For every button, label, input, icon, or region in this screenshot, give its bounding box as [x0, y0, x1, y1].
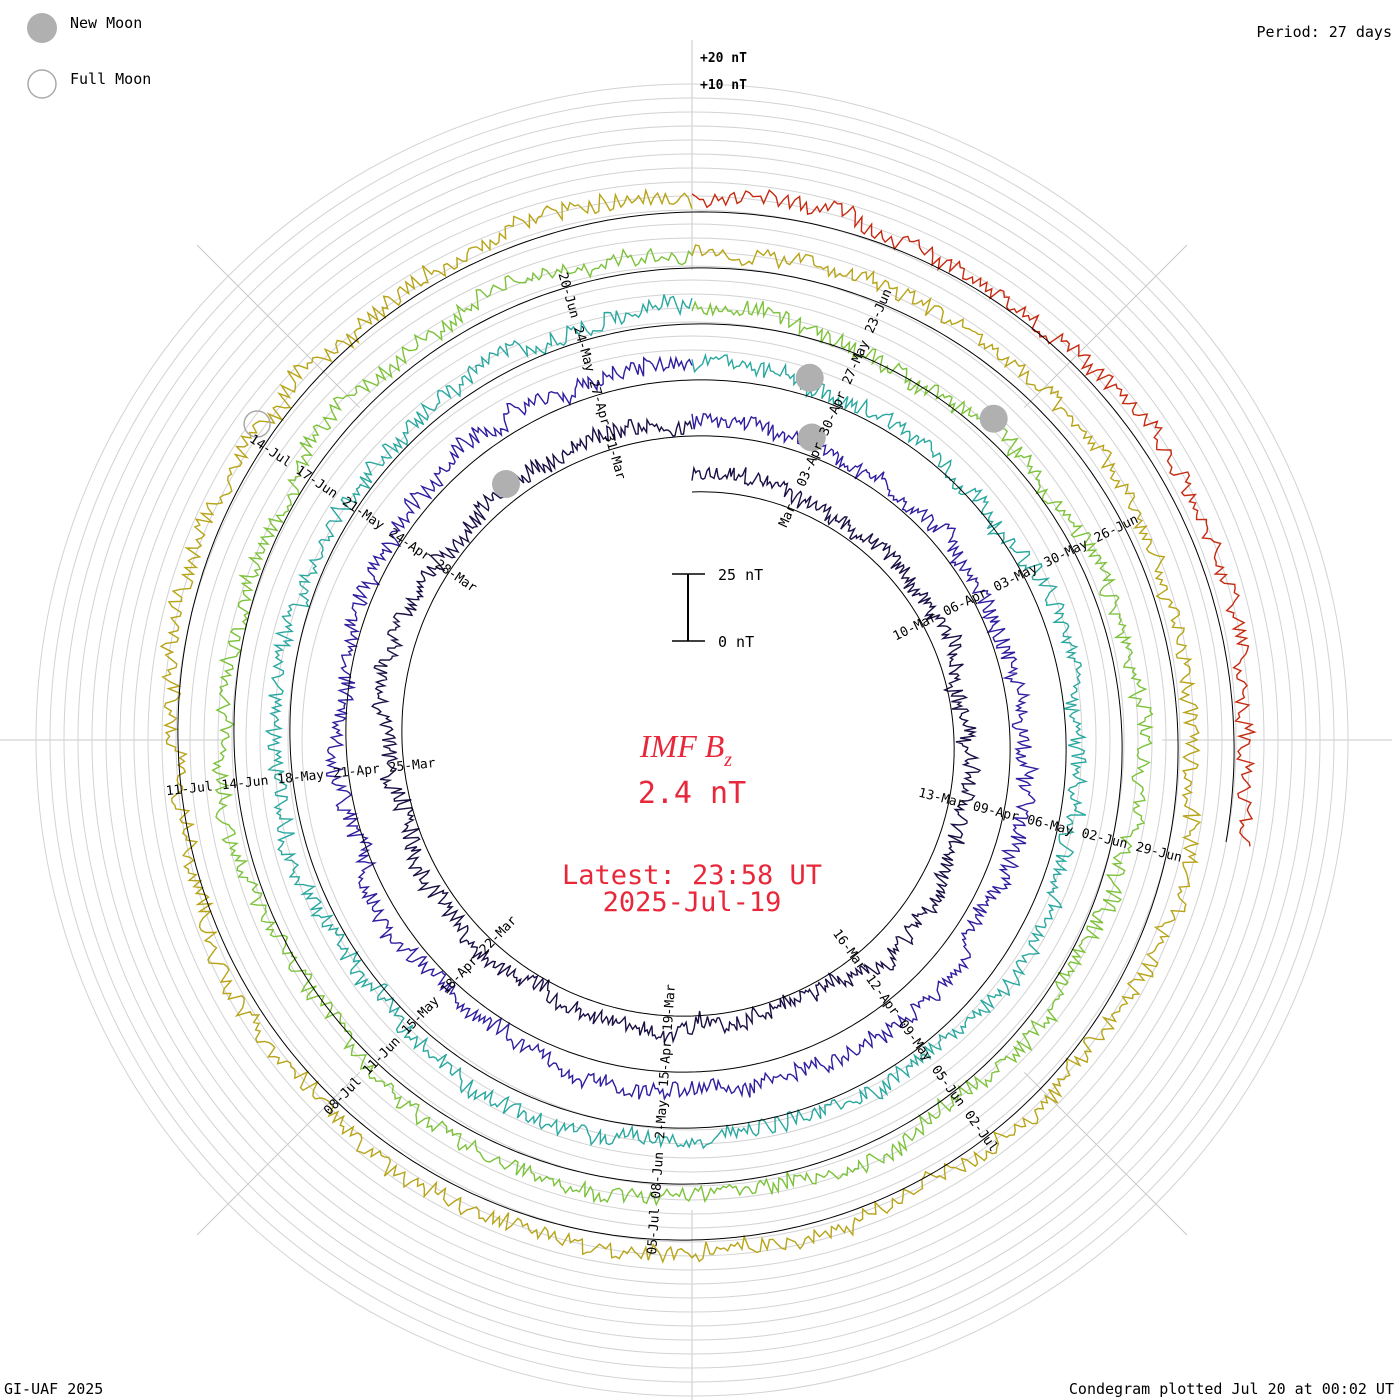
date-label: 11-Jul — [165, 779, 213, 799]
grid-spoke — [196, 244, 361, 409]
date-label: 09-Apr — [971, 799, 1020, 825]
credit-left: GI-UAF 2025 — [4, 1380, 103, 1398]
date-label: 29-Jun — [1134, 840, 1183, 866]
scale-top-label: 25 nT — [718, 566, 763, 584]
grid-ring — [91, 139, 1293, 1341]
trace-rotation-3 — [264, 294, 1089, 1150]
date-label: 26-Jun — [1092, 512, 1141, 546]
grid-ring — [301, 349, 1083, 1131]
grid-spoke — [196, 1071, 361, 1236]
date-label: 16-Mar — [829, 927, 869, 974]
ring-label-10: +10 nT — [700, 78, 747, 93]
new-moon-marker — [797, 423, 826, 452]
date-label: 23-Jun — [863, 287, 896, 336]
grid-ring — [161, 209, 1223, 1271]
date-label: 05-Jun — [928, 1063, 968, 1110]
date-label: 03-Apr — [794, 440, 827, 489]
latest-date: 2025-Jul-19 — [603, 887, 782, 918]
chart-title-main: IMF B — [639, 728, 724, 764]
latest-time: Latest: 23:58 UT — [562, 860, 822, 891]
zero-baseline-spiral — [177, 211, 1235, 1241]
date-label: 19-Mar — [661, 984, 679, 1032]
grid-ring — [147, 195, 1237, 1285]
grid-ring — [175, 223, 1209, 1257]
scale-bottom-label: 0 nT — [718, 633, 754, 651]
date-label: 2-May — [653, 1099, 671, 1139]
new-moon-marker — [979, 404, 1008, 433]
trace-rotation-5 — [159, 187, 1202, 1264]
date-label: 14-Jun — [221, 774, 269, 794]
full-moon-marker — [243, 410, 271, 438]
grid-ring — [231, 279, 1153, 1201]
ring-label-20: +20 nT — [700, 51, 747, 66]
date-label: 28-Mar — [432, 557, 479, 596]
grid-ring — [35, 83, 1349, 1397]
date-label: 24-May — [570, 325, 597, 374]
full-moon-legend-label: Full Moon — [70, 70, 151, 88]
date-label: 15-Apr — [657, 1039, 675, 1087]
date-label: 27-May — [840, 338, 873, 387]
date-label: 02-Jul — [961, 1108, 1001, 1155]
current-value: 2.4 nT — [638, 776, 746, 811]
full-moon-legend-icon — [27, 69, 57, 99]
new-moon-legend-icon — [27, 13, 57, 43]
grid-ring — [49, 97, 1335, 1383]
date-label: 24-Apr — [386, 526, 433, 565]
credit-right: Condegram plotted Jul 20 at 00:02 UT — [1069, 1380, 1394, 1398]
date-label: 02-Jun — [1080, 826, 1129, 852]
date-label: 25-Mar — [388, 756, 436, 776]
date-label: 18-May — [277, 768, 325, 788]
date-label: Mar — [776, 502, 799, 530]
date-label: 20-Jun — [554, 271, 581, 320]
date-label: 10-Mar — [891, 610, 940, 644]
grid-ring — [245, 293, 1139, 1187]
date-label: 22-Mar — [477, 913, 521, 957]
trace-rotation-4 — [211, 247, 1155, 1207]
date-label: 05-Jul — [645, 1207, 663, 1255]
radial-grid — [0, 40, 1392, 1400]
scale-bar — [672, 573, 705, 642]
date-label: 21-Apr — [332, 762, 380, 782]
date-label: 21-May — [339, 494, 386, 533]
grid-ring — [203, 251, 1181, 1229]
date-label: 03-May — [991, 561, 1040, 595]
grid-ring — [217, 265, 1167, 1215]
zero-baselines — [177, 211, 1235, 1241]
trace-rotation-2 — [324, 355, 1040, 1101]
chart-title-subscript: z — [723, 749, 732, 771]
grid-ring — [77, 125, 1307, 1355]
date-label: 08-Jun — [649, 1151, 667, 1199]
moon-markers — [243, 363, 1008, 498]
grid-ring — [105, 153, 1279, 1327]
new-moon-legend-label: New Moon — [70, 14, 142, 32]
date-label: 13-Mar — [917, 786, 966, 812]
period-label: Period: 27 days — [1257, 23, 1392, 41]
date-label: 12-Apr — [862, 972, 902, 1019]
date-label: 30-May — [1042, 537, 1091, 571]
new-moon-marker — [795, 363, 824, 392]
grid-ring — [189, 237, 1195, 1243]
bz-traces — [159, 187, 1257, 1264]
grid-ring — [63, 111, 1321, 1369]
trace-rotation-6 — [691, 189, 1257, 847]
chart-title: IMF Bz — [639, 728, 732, 771]
date-label: 27-Apr — [585, 378, 612, 427]
grid-ring — [259, 307, 1125, 1173]
grid-ring — [287, 335, 1097, 1145]
date-label: 31-Mar — [601, 432, 628, 481]
date-label: 15-May — [399, 994, 443, 1038]
grid-spoke — [1023, 1071, 1188, 1236]
new-moon-marker — [492, 470, 520, 498]
trace-rotation-1 — [371, 417, 982, 1045]
grid-ring — [119, 167, 1265, 1313]
grid-spoke — [1023, 244, 1188, 409]
